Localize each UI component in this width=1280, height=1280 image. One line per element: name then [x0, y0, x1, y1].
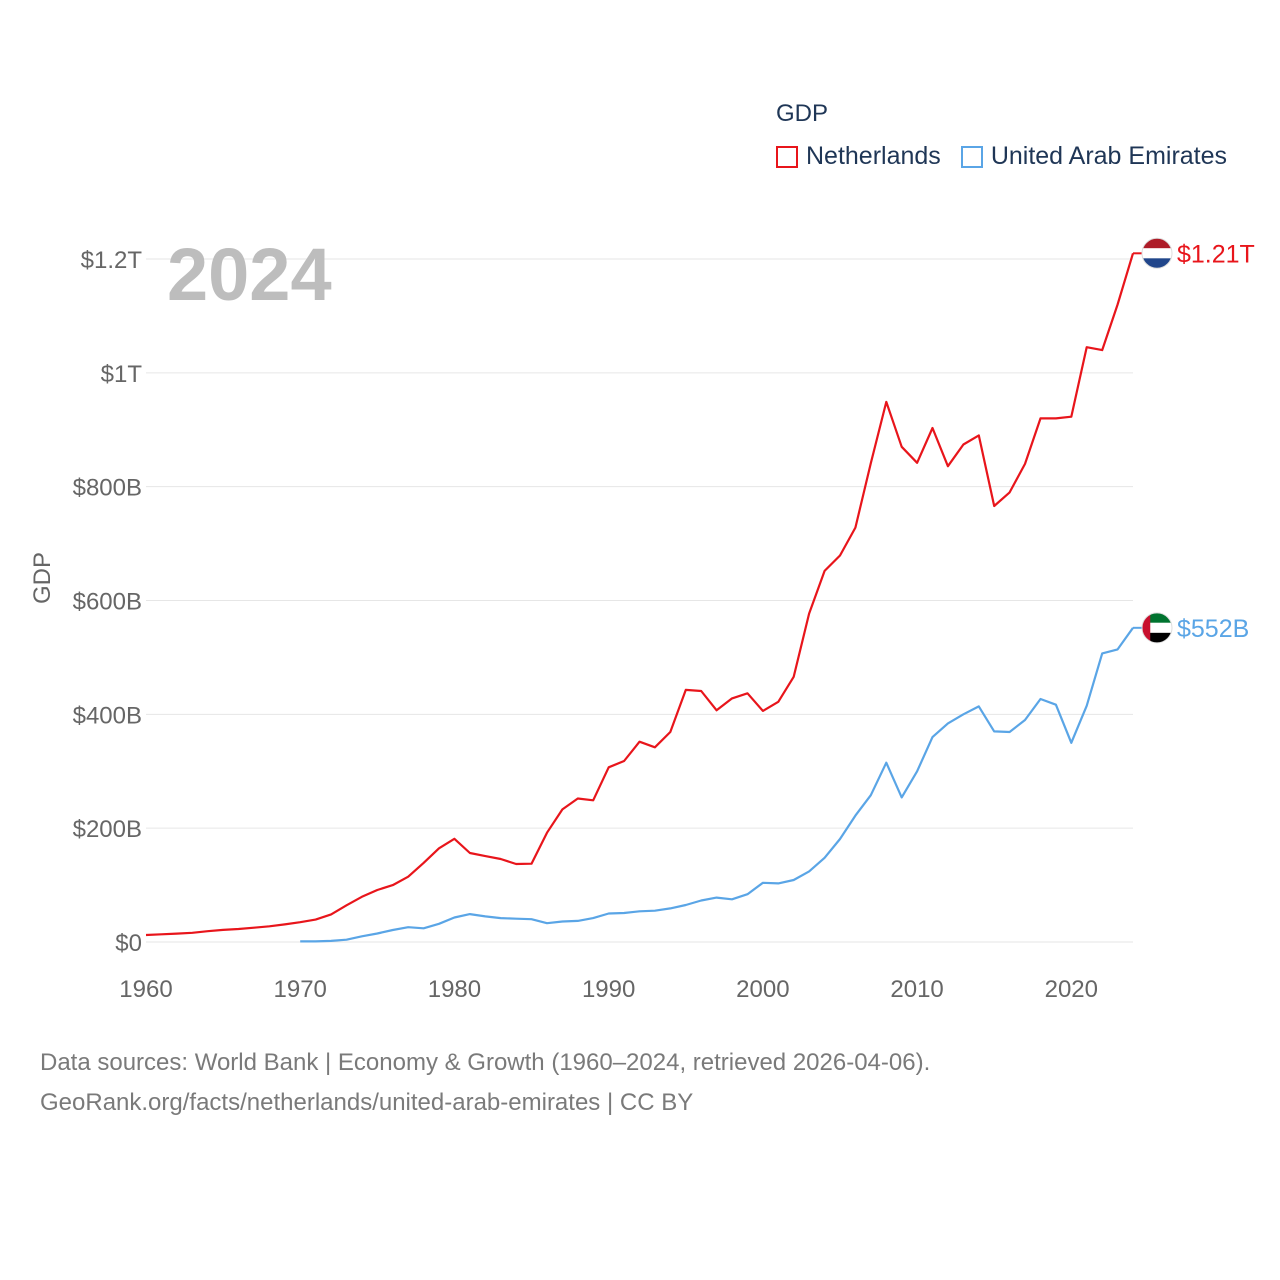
- uae-flag-icon: [1142, 612, 1172, 643]
- y-tick-label: $400B: [73, 702, 142, 729]
- source-line-2[interactable]: GeoRank.org/facts/netherlands/united-ara…: [40, 1089, 694, 1116]
- legend-item-uae[interactable]: United Arab Emirates: [960, 142, 1228, 171]
- legend-label-netherlands: Netherlands: [806, 142, 941, 170]
- y-tick-label: $1.2T: [81, 247, 143, 274]
- end-markers: $1.21T $552B: [1133, 237, 1255, 644]
- y-tick-label: $600B: [73, 589, 142, 616]
- y-axis-ticks: $0 $200B $400B $600B $800B $1T $1.2T: [73, 247, 143, 957]
- x-tick-label: 2010: [890, 976, 943, 1003]
- source-line-1: Data sources: World Bank | Economy & Gro…: [40, 1049, 931, 1076]
- series-lines: [145, 252, 1135, 943]
- y-axis-label: GDP: [29, 552, 56, 604]
- end-value-label: $1.21T: [1177, 240, 1255, 268]
- source-footer: Data sources: World Bank | Economy & Gro…: [40, 1043, 930, 1123]
- series-line-uae[interactable]: [300, 627, 1134, 943]
- x-tick-label: 1980: [428, 976, 481, 1003]
- x-axis-ticks: 1960 1970 1980 1990 2000 2010 2020: [119, 976, 1098, 1003]
- y-tick-label: $800B: [73, 475, 142, 502]
- y-tick-label: $200B: [73, 816, 142, 843]
- x-tick-label: 2000: [736, 976, 789, 1003]
- series-line-netherlands[interactable]: [145, 252, 1135, 937]
- x-tick-label: 1970: [274, 976, 327, 1003]
- netherlands-flag-icon: [1142, 238, 1172, 269]
- gridlines: [146, 258, 1133, 943]
- legend-swatch-netherlands: [776, 145, 798, 168]
- legend: Netherlands United Arab Emirates: [776, 142, 1247, 171]
- y-tick-label: $1T: [101, 361, 143, 388]
- legend-swatch-uae: [960, 145, 983, 168]
- legend-item-netherlands[interactable]: Netherlands: [776, 142, 941, 171]
- year-watermark: 2024: [167, 233, 332, 316]
- x-tick-label: 2020: [1045, 976, 1098, 1003]
- legend-label-uae: United Arab Emirates: [990, 142, 1228, 170]
- legend-title: GDP: [776, 100, 829, 127]
- y-tick-label: $0: [115, 930, 142, 957]
- x-tick-label: 1990: [582, 976, 635, 1003]
- x-tick-label: 1960: [119, 976, 172, 1003]
- end-value-label: $552B: [1177, 615, 1249, 643]
